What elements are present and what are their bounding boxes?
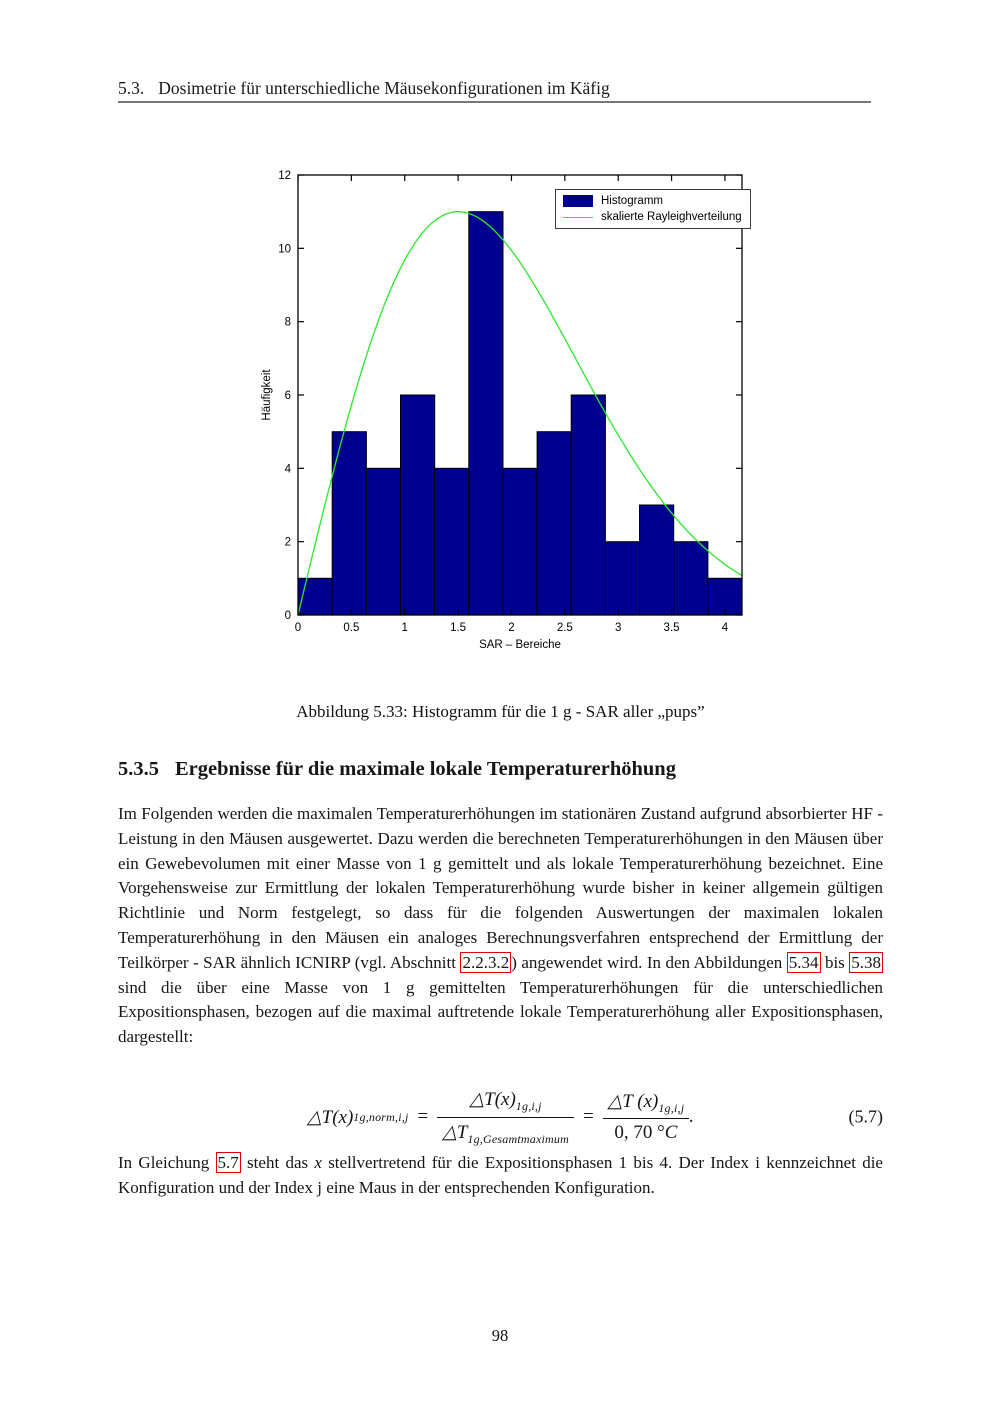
svg-text:1: 1 — [402, 622, 408, 634]
cross-reference-link[interactable]: 5.34 — [786, 951, 821, 973]
svg-text:0: 0 — [285, 610, 291, 622]
cross-reference-link[interactable]: 5.38 — [849, 951, 884, 973]
svg-text:2: 2 — [285, 537, 291, 549]
figure-caption: Abbildung 5.33: Histogramm für die 1 g -… — [296, 702, 705, 721]
running-header-title: Dosimetrie für unterschiedliche Mäusekon… — [158, 78, 610, 98]
svg-text:4: 4 — [722, 622, 729, 634]
running-header-number: 5.3. — [118, 78, 145, 98]
eq-fraction-2: △T (x)1g,i,j 0, 70 °C — [602, 1090, 690, 1145]
body-paragraph-1: Im Folgenden werden die maximalen Temper… — [118, 804, 884, 1047]
cross-reference-link[interactable]: 5.7 — [215, 1152, 241, 1173]
figure-5-33: 0 0.5 1 1.5 2 2.5 3 3.5 4 0 2 4 6 8 10 12 SAR – Bereiche… — [256, 160, 756, 665]
svg-text:6: 6 — [285, 390, 291, 402]
svg-text:0.5: 0.5 — [343, 622, 359, 634]
equation-body: △T(x) 1g,norm,i,j = △T(x)1g,i,j △T1g,Gesa… — [307, 1088, 694, 1147]
svg-text:4: 4 — [285, 463, 292, 475]
eq-equals-1: = — [417, 1106, 429, 1127]
svg-text:Häufigkeit: Häufigkeit — [261, 369, 273, 421]
eq-equals-2: = — [582, 1106, 594, 1127]
equation-tag: (5.7) — [848, 1106, 884, 1127]
histogram-chart: 0 0.5 1 1.5 2 2.5 3 3.5 4 0 2 4 6 8 10 12 SAR – Bereiche… — [261, 170, 743, 651]
svg-text:SAR – Bereiche: SAR – Bereiche — [479, 639, 561, 651]
eq-period: . — [689, 1106, 694, 1127]
legend-label: skalierte Rayleighverteilung — [601, 211, 742, 223]
legend-item-histogram: Histogramm — [563, 195, 742, 207]
eq-frac2-denominator: 0, 70 °C — [602, 1118, 690, 1144]
eq-frac1-denominator: △T1g,Gesamtmaximum — [437, 1116, 574, 1147]
svg-text:2: 2 — [508, 622, 514, 634]
svg-text:8: 8 — [285, 317, 291, 329]
legend-label: Histogramm — [601, 195, 663, 207]
legend-line-swatch — [563, 216, 593, 218]
running-header: 5.3. Dosimetrie für unterschiedliche Mäus… — [118, 78, 883, 99]
eq-fraction-1: △T(x)1g,i,j △T1g,Gesamtmaximum — [437, 1088, 574, 1147]
svg-text:12: 12 — [278, 170, 291, 182]
section-title: Ergebnisse für die maximale lokale Tempe… — [175, 758, 676, 780]
eq-frac1-numerator: △T(x)1g,i,j — [469, 1088, 542, 1113]
svg-text:10: 10 — [278, 243, 291, 255]
body-paragraph-2: In Gleichung 5.7 steht das x stellvertre… — [118, 1152, 883, 1197]
eq-frac2-numerator: △T (x)1g,i,j — [607, 1090, 685, 1115]
eq-lhs-sub: 1g,norm,i,j — [353, 1109, 409, 1124]
chart-legend: Histogramm skalierte Rayleighverteilung — [555, 189, 751, 229]
equation-5-7: △T(x) 1g,norm,i,j = △T(x)1g,i,j △T1g,Gesa… — [118, 1078, 883, 1156]
page-number: 98 — [491, 1326, 509, 1345]
svg-text:3.5: 3.5 — [664, 622, 680, 634]
math-variable: x — [314, 1153, 322, 1172]
legend-bar-swatch — [563, 195, 593, 207]
section-number: 5.3.5 — [118, 758, 159, 780]
svg-text:3: 3 — [615, 622, 621, 634]
header-rule — [118, 101, 871, 103]
section-heading: 5.3.5 Ergebnisse für die maximale lokale … — [118, 758, 883, 781]
svg-text:0: 0 — [295, 622, 301, 634]
svg-text:2.5: 2.5 — [557, 622, 573, 634]
cross-reference-link[interactable]: 2.2.3.2 — [460, 951, 512, 973]
eq-lhs: △T(x) — [307, 1106, 354, 1128]
svg-text:1.5: 1.5 — [450, 622, 466, 634]
legend-item-rayleigh: skalierte Rayleighverteilung — [563, 211, 742, 223]
